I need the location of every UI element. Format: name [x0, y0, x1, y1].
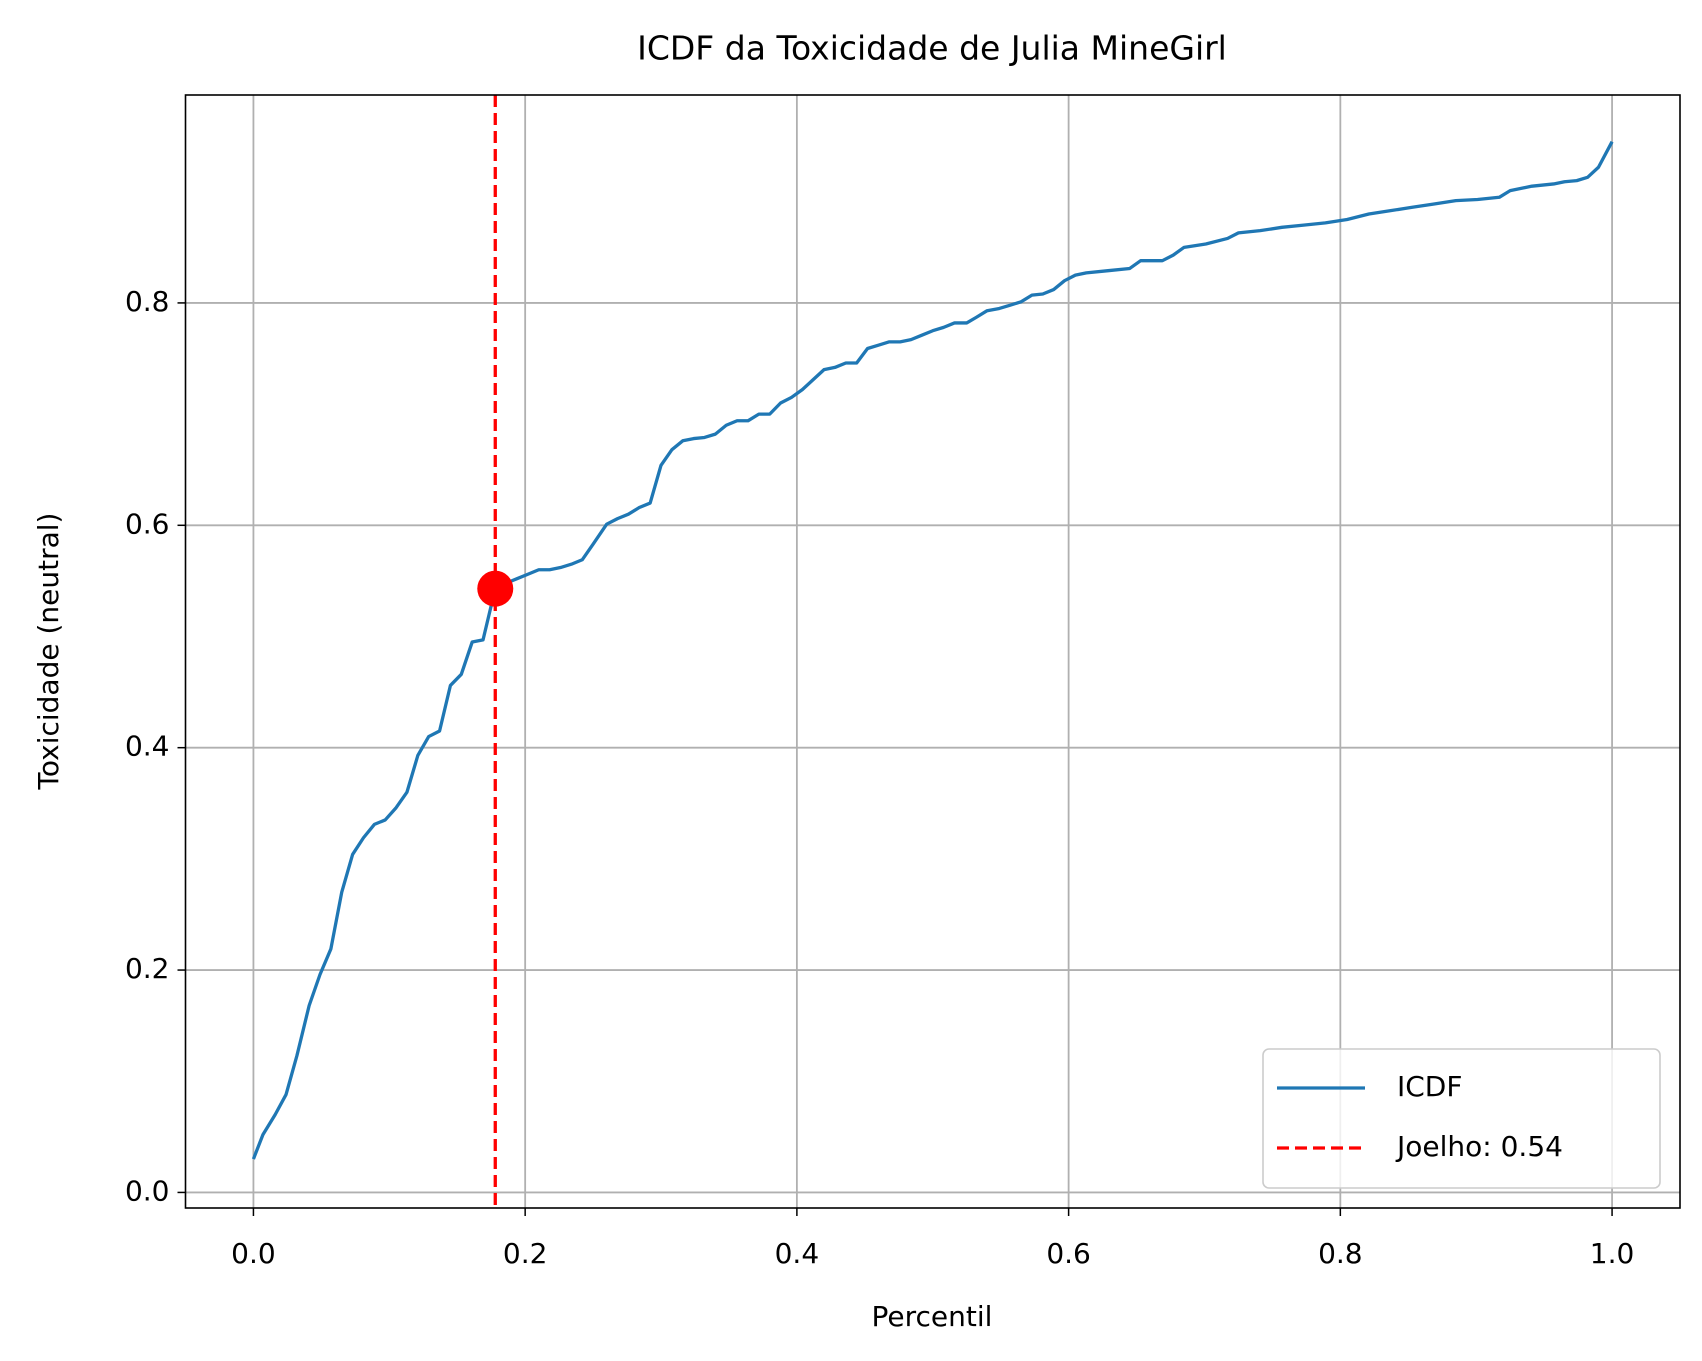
legend-box	[1262, 1048, 1661, 1189]
x-tick-label: 1.0	[1590, 1237, 1635, 1270]
plot-frame	[184, 94, 1681, 1209]
legend-label: ICDF	[1397, 1070, 1462, 1103]
y-tick-label: 0.6	[125, 507, 170, 540]
legend: ICDF Joelho: 0.54	[1262, 1048, 1661, 1189]
x-tick-label: 0.0	[231, 1237, 276, 1270]
x-tick-label: 0.2	[503, 1237, 548, 1270]
line-series	[251, 140, 1614, 1160]
y-axis-label: Toxicidade (neutral)	[32, 513, 65, 791]
y-tick-label: 0.0	[125, 1174, 170, 1207]
chart-title: ICDF da Toxicidade de Julia MineGirl	[637, 29, 1227, 68]
y-tick-label: 0.4	[125, 730, 170, 763]
x-tick-label: 0.6	[1046, 1237, 1091, 1270]
knee-point	[477, 570, 514, 607]
y-tick-label: 0.8	[125, 285, 170, 318]
x-tick-label: 0.4	[775, 1237, 820, 1270]
x-tick-label: 0.8	[1318, 1237, 1363, 1270]
x-axis-label: Percentil	[872, 1300, 993, 1333]
y-tick-label: 0.2	[125, 952, 170, 985]
legend-label: Joelho: 0.54	[1395, 1130, 1563, 1163]
